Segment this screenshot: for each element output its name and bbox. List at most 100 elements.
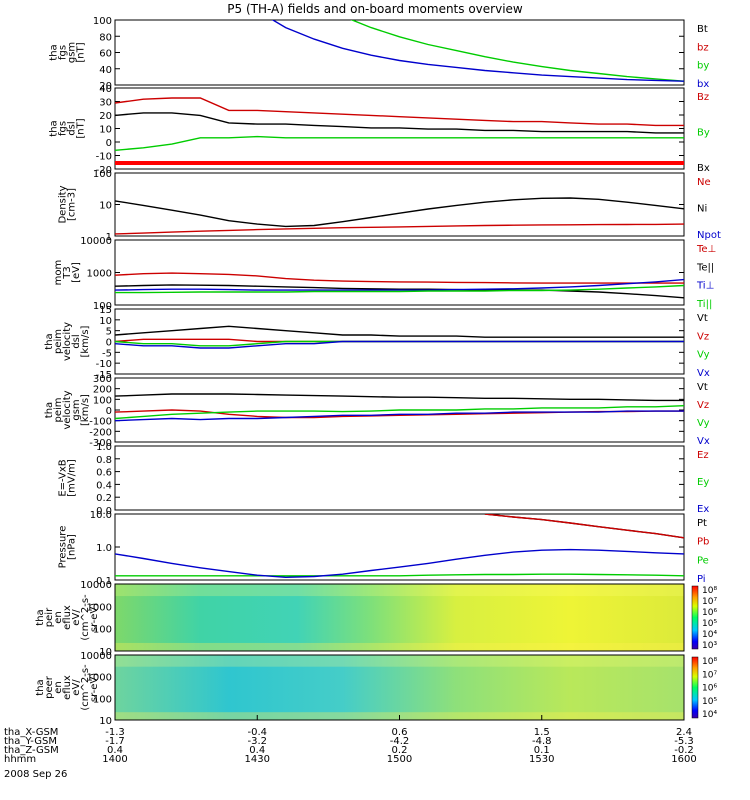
y-axis-label-peim-velocity-gsm: peim: [53, 397, 64, 422]
time-axis-row-label: tha_Y-GSM: [4, 736, 57, 747]
series-line-Pb: [484, 514, 684, 539]
x-tick-label: -0.2: [674, 745, 694, 756]
y-axis-label-pressure: [nPa]: [67, 534, 78, 560]
y-tick-label: 20: [99, 111, 112, 122]
colorbar-tick-label: 10⁸: [702, 586, 717, 596]
series-line-Vt: [115, 393, 684, 402]
colorbar: [691, 585, 699, 650]
y-axis-label-fgs-magnitude: [nT]: [76, 42, 87, 62]
y-tick-label: -300: [89, 438, 112, 449]
y-axis-label-electric-field: [mV/m]: [67, 459, 78, 497]
y-tick-label: 10000: [80, 236, 112, 247]
colorbar-tick-label: 10⁷: [702, 597, 717, 607]
time-axis-row-label: tha_X-GSM: [4, 727, 58, 738]
y-tick-label: 0.4: [96, 480, 112, 491]
y-tick-label: -20: [96, 165, 112, 176]
series-line-by: [350, 20, 684, 82]
series-line-Bz: [115, 97, 684, 127]
panel-pressure: Pressure[nPa] 10.0 1.0 0.1 Pt Pb Pe Pi: [58, 510, 710, 587]
x-tick-label: 1400: [102, 754, 127, 765]
y-axis-label-fgs-magnitude: gsm: [67, 42, 78, 63]
legend-Vx: Vx: [697, 368, 710, 379]
colorbar-tick-label: 10⁴: [702, 710, 717, 720]
legend-Vx: Vx: [697, 436, 710, 447]
panel-frame: [114, 19, 685, 86]
legend-Pe: Pe: [697, 555, 709, 566]
y-axis-label-peir-en-eflux: eV/: [71, 609, 82, 626]
y-axis-label-density: Density: [58, 185, 69, 223]
legend-Ti||: Ti||: [696, 299, 712, 310]
y-axis-label-peer-en-eflux: eV/: [71, 679, 82, 696]
panel-frame: [114, 445, 685, 511]
y-axis-label-peir-en-eflux: (cm^2-s-: [80, 594, 91, 641]
series-line-Vx: [115, 340, 684, 349]
y-tick-label: -200: [89, 427, 112, 438]
legend-By: By: [697, 128, 710, 139]
series-line-Te⊥: [115, 272, 684, 284]
colorbar-tick-label: 10³: [702, 641, 717, 651]
legend-Vt: Vt: [697, 382, 708, 393]
y-tick-label: -10: [96, 152, 112, 163]
x-tick-label: 1430: [245, 754, 270, 765]
y-axis-label-peer-en-eflux: (cm^2-s-: [80, 664, 91, 711]
colorbar-tick-label: 10⁵: [702, 697, 717, 707]
y-axis-label-peim-velocity-dsl: velocity: [62, 322, 73, 361]
y-tick-label: 10.0: [90, 510, 112, 521]
x-tick-label: 0.2: [392, 745, 408, 756]
y-tick-label: 10: [99, 716, 112, 727]
y-axis-label-peir-en-eflux: tha: [35, 609, 46, 625]
y-axis-label-peer-en-eflux: en: [53, 681, 64, 694]
y-tick-label: 0.8: [96, 455, 112, 466]
y-tick-label: 100: [93, 694, 112, 705]
y-tick-label: 15: [99, 305, 112, 316]
y-tick-label: 100: [93, 625, 112, 636]
panel-frame: [114, 172, 685, 237]
panel-frame: [114, 583, 685, 652]
y-axis-label-peer-en-eflux: tha: [35, 679, 46, 695]
panel-density: Density[cm-3] 100 10 1 Ne Ni Npot: [58, 169, 721, 243]
colorbar-tick-label: 10⁷: [702, 670, 717, 680]
series-line-bx: [271, 20, 684, 82]
y-tick-label: 100: [93, 301, 112, 312]
y-tick-label: 0: [106, 338, 112, 349]
x-tick-label: -4.2: [390, 736, 410, 747]
mode-flag-bar: [115, 161, 684, 165]
series-line-Vx: [115, 410, 684, 422]
y-axis-label-peim-velocity-dsl: tha: [44, 333, 55, 349]
y-axis-label-temperature: mom: [53, 260, 64, 286]
y-tick-label: 1000: [87, 269, 112, 280]
legend-Ne: Ne: [697, 177, 711, 188]
y-tick-label: 100: [93, 16, 112, 27]
series-line-Te||: [115, 284, 684, 299]
legend-Vz: Vz: [697, 331, 709, 342]
colorbar-tick-label: 10⁸: [702, 657, 717, 667]
legend-Ti⊥: Ti⊥: [696, 281, 714, 292]
y-tick-label: 200: [93, 385, 112, 396]
y-axis-label-peer-en-eflux: sr-eV): [89, 673, 100, 702]
legend-by: by: [697, 61, 709, 72]
x-tick-label: -0.4: [247, 727, 267, 738]
series-line-By: [115, 135, 684, 151]
y-axis-label-peer-en-eflux: eflux: [62, 675, 73, 700]
y-axis-label-electric-field: E=-VxB: [58, 459, 69, 496]
spectrogram-band: [115, 642, 684, 651]
y-tick-label: 40: [99, 65, 112, 76]
y-tick-label: 10: [99, 201, 112, 212]
y-tick-label: 300: [93, 374, 112, 385]
x-tick-label: 2.4: [676, 727, 692, 738]
series-line-Ni: [115, 197, 684, 228]
y-tick-label: 0.2: [96, 493, 112, 504]
time-axis-row-label: hhmm: [4, 754, 36, 765]
spectrogram-band: [115, 655, 684, 667]
y-axis-label-peim-velocity-dsl: dsl: [71, 334, 82, 348]
y-tick-label: 10: [99, 647, 112, 658]
y-axis-label-peim-velocity-dsl: peim: [53, 329, 64, 354]
x-tick-label: 1600: [671, 754, 696, 765]
legend-Pb: Pb: [697, 537, 709, 548]
y-axis-label-peim-velocity-gsm: gsm: [71, 399, 82, 420]
x-tick-label: 1530: [529, 754, 554, 765]
y-axis-label-peim-velocity-dsl: [km/s]: [80, 325, 91, 357]
y-tick-label: -15: [96, 370, 112, 381]
panel-frame: [114, 239, 685, 306]
